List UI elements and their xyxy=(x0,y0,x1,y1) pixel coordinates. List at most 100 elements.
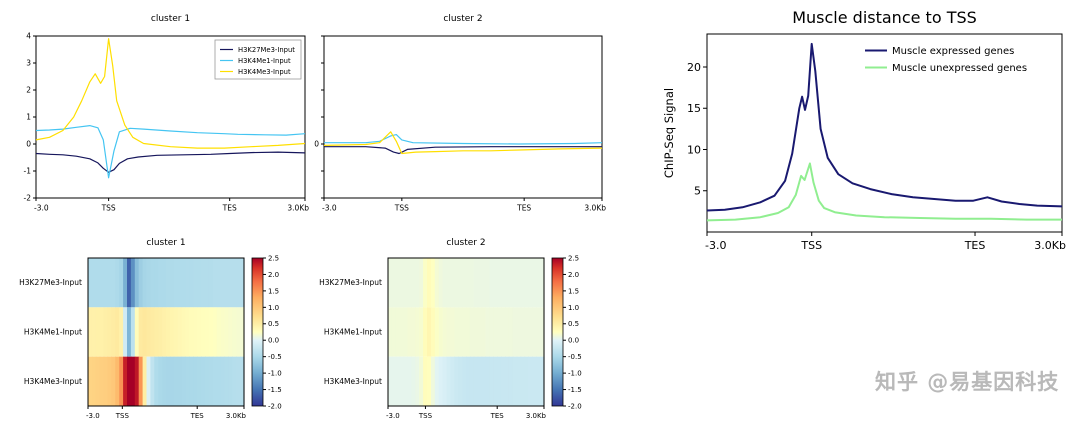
heatmap-cell xyxy=(154,356,159,406)
heatmap-cell xyxy=(115,356,120,406)
x-tick-label: TSS xyxy=(394,204,409,213)
heatmap-cell xyxy=(127,307,132,357)
heatmap-cell xyxy=(138,258,144,308)
profile-plot-cluster1: cluster 1 -2 -1 0 1 2 3 4 -3.0 TSS TES 3.0Kb H3K27M… xyxy=(10,6,315,224)
heatmap-cell xyxy=(111,307,116,357)
heatmap-cell xyxy=(524,258,529,308)
heatmap-cell xyxy=(395,307,401,357)
heatmap-cell xyxy=(130,356,136,406)
heatmap-cell xyxy=(88,356,93,406)
heatmap-cell xyxy=(528,356,533,406)
heatmap-cell xyxy=(497,356,502,406)
heatmap-cell xyxy=(240,307,245,357)
heatmap-cell xyxy=(177,356,183,406)
colorbar-tick-label: -1.5 xyxy=(268,386,282,394)
heatmap-cell xyxy=(528,258,533,308)
heatmap-cell xyxy=(150,258,155,308)
heatmap-cell xyxy=(150,356,155,406)
heatmap-cell xyxy=(185,356,190,406)
heatmap-cell xyxy=(423,258,428,308)
profile-cluster1-svg: -2 -1 0 1 2 3 4 -3.0 TSS TES 3.0Kb H3K27Me3-Input H3… xyxy=(24,32,310,213)
heatmap-cell xyxy=(224,307,229,357)
x-tick-label: 3.0Kb xyxy=(526,412,547,420)
heatmap-cell xyxy=(158,307,163,357)
heatmap-cell xyxy=(232,356,237,406)
heatmap-cell xyxy=(466,307,471,357)
heatmap-cell xyxy=(181,356,187,406)
series-line-H3K4Me1-Input xyxy=(35,124,306,179)
heatmap-cell xyxy=(419,258,424,308)
colorbar-tick-label: 2.0 xyxy=(568,271,579,279)
heatmap-cell xyxy=(469,356,475,406)
y-tick-label: 4 xyxy=(26,32,31,41)
x-tick-label: TSS xyxy=(101,204,116,213)
heatmap-cell xyxy=(536,307,541,357)
heatmap-row-label: H3K27Me3-Input xyxy=(319,278,382,287)
heatmap-cell xyxy=(458,307,463,357)
muscle-tss-plot: Muscle distance to TSS ChIP-Seq Signal 5… xyxy=(655,0,1076,262)
profile-cluster2-svg: 0 -3.0 TSS TES 3.0Kb xyxy=(314,35,606,213)
heatmap-cell xyxy=(512,307,518,357)
series-line-H3K27Me3-Input xyxy=(35,151,306,173)
heatmap-cell xyxy=(134,307,140,357)
heatmap-cell xyxy=(473,258,479,308)
heatmap-cell xyxy=(107,258,112,308)
heatmap-cell xyxy=(446,356,451,406)
heatmap-cell xyxy=(216,356,222,406)
heatmap-cell xyxy=(216,258,222,308)
heatmap-cell xyxy=(197,258,202,308)
heatmap-cell xyxy=(205,307,210,357)
heatmap-row-label: H3K4Me1-Input xyxy=(24,327,82,336)
chart-title-profile-cluster1: cluster 1 xyxy=(150,14,191,24)
heatmap-cell xyxy=(458,258,463,308)
heatmap-cell xyxy=(201,356,206,406)
y-tick-label: 2 xyxy=(26,86,31,95)
heatmap-cell xyxy=(123,258,128,308)
heatmap-cell xyxy=(450,356,455,406)
heatmap-cell xyxy=(481,258,487,308)
heatmap-cell xyxy=(224,258,229,308)
colorbar-tick-label: -0.5 xyxy=(268,353,282,361)
heatmap-cell xyxy=(138,307,144,357)
heatmap-cell xyxy=(173,356,179,406)
series-line-H3K27Me3-Input xyxy=(324,146,602,155)
heatmap-cell xyxy=(493,356,498,406)
series-line-H3K4Me3-Input xyxy=(35,38,306,149)
heatmap-cell xyxy=(388,258,393,308)
heatmap-cell xyxy=(442,307,448,357)
heatmap-cell xyxy=(512,356,518,406)
heatmap-cell xyxy=(95,258,101,308)
heatmap-cell xyxy=(532,258,537,308)
heatmap-cell xyxy=(142,307,148,357)
heatmap-cell xyxy=(536,258,541,308)
heatmap-cell xyxy=(434,307,440,357)
colorbar-tick-label: 0.5 xyxy=(268,320,279,328)
heatmap-cell xyxy=(430,356,436,406)
heatmap-cell xyxy=(220,356,226,406)
heatmap-cell xyxy=(516,356,522,406)
heatmap-cell xyxy=(185,258,190,308)
heatmap-cell xyxy=(469,258,475,308)
heatmap-cell xyxy=(512,258,518,308)
x-tick-label: 3.0Kb xyxy=(584,204,606,213)
y-tick-label: 15 xyxy=(687,102,701,115)
colorbar-tick-label: 2.5 xyxy=(568,254,579,262)
heatmap-cell xyxy=(516,307,522,357)
heatmap-cell xyxy=(438,307,444,357)
heatmap-cell xyxy=(205,258,210,308)
heatmap-cell xyxy=(146,356,151,406)
heatmap-cell xyxy=(107,356,112,406)
heatmap-cell xyxy=(505,356,510,406)
heatmap-cell xyxy=(466,356,471,406)
heatmap-cell xyxy=(532,307,537,357)
heatmap-cell xyxy=(427,307,432,357)
heatmap-cell xyxy=(162,307,167,357)
plot-frame xyxy=(387,257,545,407)
heatmap-cell xyxy=(532,356,537,406)
heatmap-cell xyxy=(205,356,210,406)
heatmap-cell xyxy=(399,258,405,308)
heatmap-cluster2-svg: H3K27Me3-Input H3K4Me1-Input H3K4Me3-Input… xyxy=(319,254,582,420)
colorbar-tick-label: 1.5 xyxy=(268,287,279,295)
chart-title-heatmap-cluster2: cluster 2 xyxy=(446,238,486,248)
